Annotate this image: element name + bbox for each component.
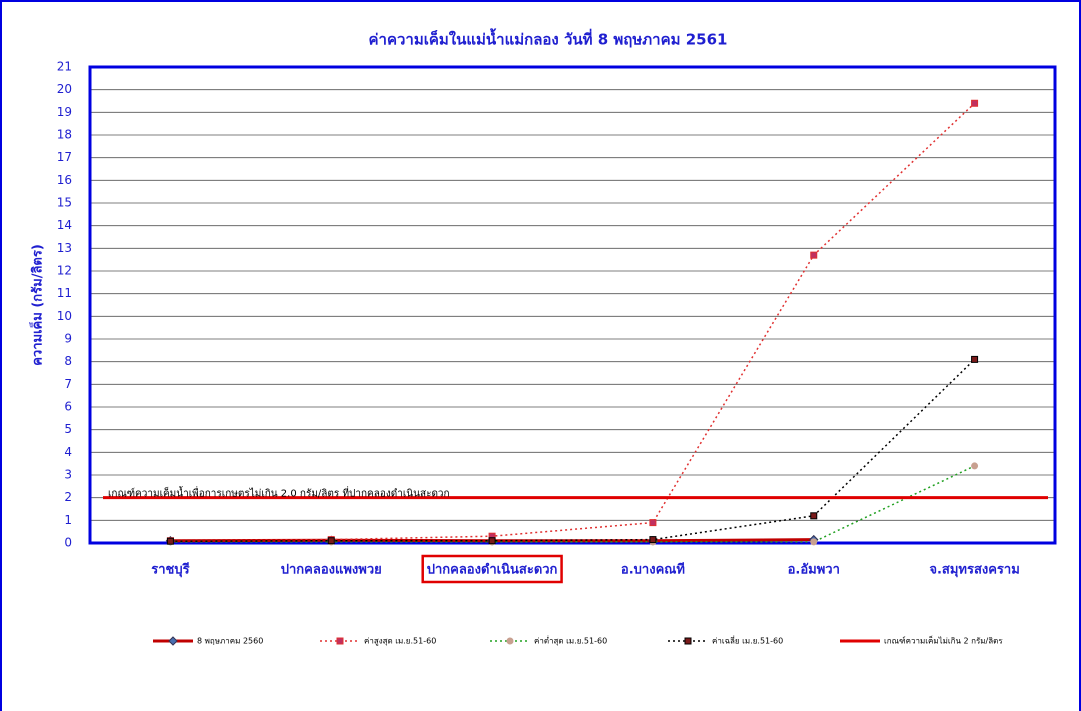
- y-tick-label: 21: [57, 60, 72, 74]
- legend-marker: [506, 637, 514, 645]
- data-point: [971, 462, 979, 470]
- series-line: [170, 358, 976, 542]
- y-tick-label: 2: [64, 490, 72, 504]
- legend-marker: [336, 637, 344, 645]
- data-point: [327, 537, 335, 545]
- legend-label: ค่าต่ำสุด เม.ย.51-60: [534, 635, 607, 646]
- x-tick-label: จ.สมุทรสงคราม: [929, 563, 1019, 578]
- x-tick-label: ราชบุรี: [151, 562, 189, 578]
- y-tick-label: 12: [57, 264, 72, 278]
- y-tick-label: 19: [57, 105, 72, 119]
- data-point: [810, 512, 818, 520]
- data-point: [166, 537, 174, 545]
- y-tick-label: 4: [64, 445, 72, 459]
- y-tick-label: 17: [57, 150, 72, 164]
- y-tick-label: 8: [64, 354, 72, 368]
- y-tick-label: 13: [57, 241, 72, 255]
- chart-title: ค่าความเค็มในแม่น้ำแม่กลอง วันที่ 8 พฤษภ…: [369, 28, 728, 49]
- x-tick-label: อ.อัมพวา: [788, 563, 840, 578]
- y-tick-label: 5: [64, 422, 72, 436]
- y-tick-label: 18: [57, 128, 72, 142]
- y-tick-label: 9: [64, 332, 72, 346]
- data-point: [649, 519, 657, 527]
- legend-marker: [684, 637, 692, 645]
- y-tick-label: 7: [64, 377, 72, 391]
- legend-label: เกณฑ์ความเค็มไม่เกิน 2 กรัม/ลิตร: [884, 636, 1003, 646]
- legend-label: ค่าสูงสุด เม.ย.51-60: [364, 637, 436, 647]
- data-point: [649, 536, 657, 544]
- legend-label: 8 พฤษภาคม 2560: [197, 637, 263, 646]
- y-tick-label: 11: [57, 286, 72, 300]
- data-point: [488, 537, 496, 545]
- legend-marker: [168, 636, 178, 646]
- data-point: [971, 99, 979, 107]
- annotation: เกณฑ์ความเค็มน้ำเพื่อการเกษตรไม่เกิน 2.0…: [108, 486, 450, 500]
- y-tick-label: 3: [64, 468, 72, 482]
- data-point: [971, 355, 979, 363]
- y-axis-label: ความเค็ม (กรัม/ลิตร): [28, 244, 46, 366]
- data-point: [810, 251, 818, 259]
- y-tick-label: 0: [64, 536, 72, 550]
- x-tick-label: ปากคลองดำเนินสะดวก: [427, 562, 558, 578]
- y-tick-label: 6: [64, 400, 72, 414]
- data-point: [810, 538, 818, 546]
- y-tick-label: 16: [57, 173, 72, 187]
- y-tick-label: 15: [57, 196, 72, 210]
- y-tick-label: 1: [64, 513, 72, 527]
- x-tick-label: ปากคลองแพงพวย: [281, 563, 382, 578]
- x-tick-label: อ.บางคณที: [621, 562, 685, 578]
- legend-label: ค่าเฉลี่ย เม.ย.51-60: [712, 635, 783, 646]
- y-tick-label: 14: [57, 218, 72, 232]
- y-tick-label: 10: [57, 309, 72, 323]
- plot-frame: [88, 65, 1057, 545]
- highlight-box: [421, 554, 563, 584]
- y-tick-label: 20: [57, 82, 72, 96]
